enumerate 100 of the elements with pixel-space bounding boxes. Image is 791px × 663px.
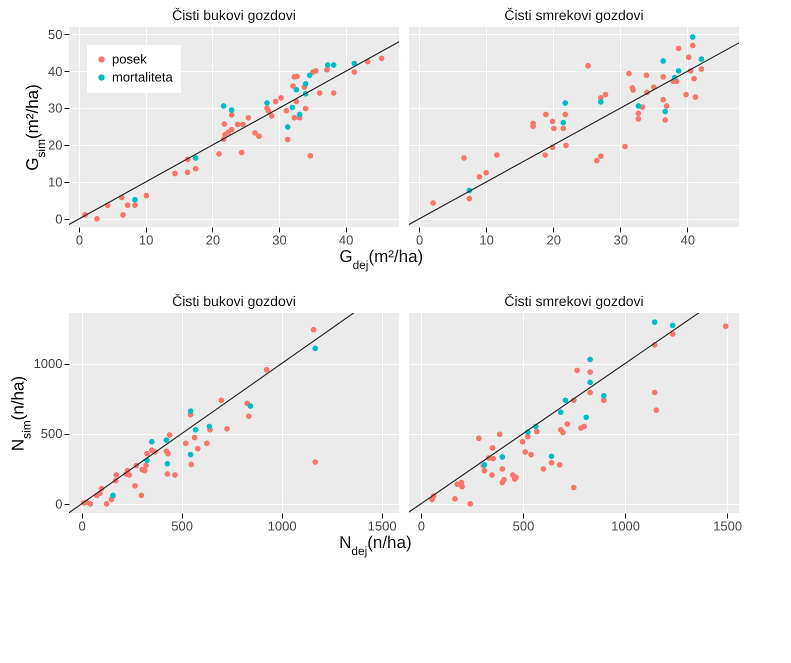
x-tick-label: 40 [680,232,696,248]
point [636,110,642,116]
point [587,380,593,386]
point [467,501,474,507]
point [124,202,130,208]
x-tick-label: 20 [206,232,220,248]
point [662,108,668,114]
point [543,112,549,118]
x-tick-label: 1000 [611,518,640,534]
point [690,34,696,40]
point [172,170,178,176]
point [238,150,244,156]
x-tick-label: 1500 [368,518,397,534]
x-tick-label: 0 [76,232,84,248]
x-tick-label: 0 [78,518,86,534]
point [172,472,178,478]
point [452,496,458,502]
point [330,90,336,96]
point [686,54,692,60]
y-tick-label: 20 [48,138,62,153]
point [660,58,666,64]
y-tick-label: 1000 [34,356,62,372]
point [216,151,222,157]
y-tick-label: 0 [55,496,62,512]
point [188,462,194,468]
point [430,200,436,206]
point [143,462,149,468]
point [494,152,500,158]
x-tick-label: 500 [512,518,534,534]
chart-title: Čisti bukovi gozdovi [172,7,296,23]
x-tick-label: 10 [479,232,494,248]
point [188,452,194,458]
point [489,472,495,478]
point [378,56,384,62]
point [204,440,210,446]
point [483,170,489,176]
point [560,126,566,132]
point [132,196,138,203]
point [636,103,642,109]
point [192,155,198,161]
point [272,98,278,104]
point [522,449,528,455]
point [562,112,568,118]
point [246,114,252,121]
point [138,492,144,498]
point [644,72,650,78]
point [220,103,226,109]
point [598,153,604,159]
point [558,409,564,416]
point [120,212,126,218]
point [184,170,190,176]
point [587,356,593,362]
y-tick-label: 0 [55,211,62,226]
point [626,70,632,76]
point [602,92,608,98]
point [652,390,658,396]
point [306,72,312,78]
point [676,68,682,74]
point [224,426,230,432]
point [94,216,100,222]
point [692,94,698,100]
point [550,118,556,124]
point [192,166,198,172]
point [228,126,234,132]
x-tick-label: 0 [418,518,425,534]
point [166,432,172,438]
y-tick-label: 50 [48,26,62,42]
point [182,440,189,446]
point [192,426,198,433]
point [284,108,290,114]
point [574,368,580,374]
point [676,46,682,52]
point [560,120,566,126]
point [113,472,120,478]
point [476,436,482,442]
legend-label: posek [112,52,148,66]
point [268,113,274,119]
point [482,468,488,474]
x-tick-label: 30 [614,232,628,248]
point [476,174,482,180]
point [240,122,246,128]
point [501,476,507,483]
point [598,99,604,105]
point [228,107,234,113]
point [499,466,506,472]
point [490,456,496,462]
point [542,152,548,158]
chart-title: Čisti smrekovi gozdovi [504,293,644,309]
point [563,142,569,148]
x-tick-label: 0 [416,232,424,248]
point [188,408,194,414]
y-tick-label: 10 [48,174,62,190]
point [330,62,336,68]
point [324,62,330,68]
point [310,326,316,333]
point [228,112,234,118]
point [164,471,170,477]
point [556,462,563,468]
point [461,155,467,161]
point [104,501,110,507]
